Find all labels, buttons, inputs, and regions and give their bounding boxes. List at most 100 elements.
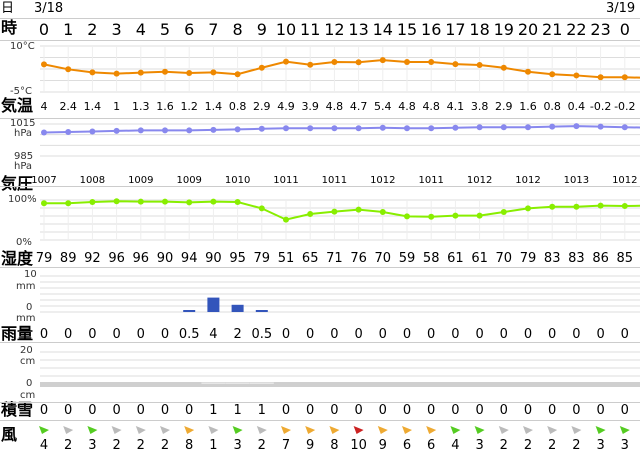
wind-direction-arrow xyxy=(111,426,122,434)
rain-label: 0 xyxy=(161,327,169,342)
pressure-point xyxy=(210,126,217,133)
pressure-label: 1008 xyxy=(80,175,105,186)
hour-label: 11 xyxy=(300,20,320,39)
hour-label: 0 xyxy=(620,20,630,39)
wind-direction-arrow xyxy=(474,426,485,434)
temperature-point xyxy=(137,69,144,76)
wind-direction-arrow xyxy=(87,426,98,434)
humidity-line xyxy=(44,200,640,221)
temperature-label: 1.4 xyxy=(84,100,102,113)
wind-speed-label: 2 xyxy=(572,438,580,453)
wind-speed-label: 1 xyxy=(209,438,217,453)
rain-label: 0 xyxy=(112,327,120,342)
hour-label: 3 xyxy=(112,20,122,39)
pressure-label: 1012 xyxy=(467,175,492,186)
wind-speed-label: 2 xyxy=(258,438,266,453)
rain-top-unit: 10 xyxy=(24,269,37,280)
humidity-label: 70 xyxy=(496,251,513,266)
wind-direction-arrow xyxy=(450,426,461,434)
pressure-label: 1011 xyxy=(322,175,347,186)
rain-label: 0 xyxy=(40,327,48,342)
pressure-point xyxy=(89,128,96,135)
humidity-label: 89 xyxy=(60,251,77,266)
temperature-label: 0.8 xyxy=(543,100,561,113)
wind-speed-label: 3 xyxy=(596,438,604,453)
snow-label: 0 xyxy=(354,403,362,418)
temperature-point xyxy=(573,72,580,79)
pressure-point xyxy=(621,124,628,131)
humidity-label: 83 xyxy=(568,251,585,266)
temperature-label: 1.6 xyxy=(156,100,174,113)
wind-speed-label: 2 xyxy=(524,438,532,453)
pressure-point xyxy=(65,129,72,135)
temperature-label: 0.4 xyxy=(568,100,586,113)
humidity-point xyxy=(597,202,604,209)
humidity-point xyxy=(549,203,556,210)
hour-label: 18 xyxy=(469,20,489,39)
wind-speed-label: 9 xyxy=(379,438,387,453)
snow-label: 0 xyxy=(40,403,48,418)
pressure-point xyxy=(307,125,314,132)
temperature-label: 4 xyxy=(41,100,48,113)
pressure-point xyxy=(573,123,580,130)
wind-direction-arrow xyxy=(208,426,219,434)
humidity-point xyxy=(65,200,72,207)
temperature-point xyxy=(355,59,362,66)
pressure-label: 1009 xyxy=(176,175,201,186)
pressure-point xyxy=(355,125,362,132)
humidity-label: 79 xyxy=(36,251,53,266)
pressure-point xyxy=(597,123,604,130)
humidity-point xyxy=(404,213,410,220)
row-label-pressure: 気圧 xyxy=(1,174,34,193)
temperature-point xyxy=(404,58,410,65)
hour-label: 15 xyxy=(397,20,417,39)
hour-label: 12 xyxy=(324,20,344,39)
hour-label: 23 xyxy=(590,20,610,39)
humidity-point xyxy=(210,198,217,205)
temperature-point xyxy=(162,68,168,75)
snow-label: 1 xyxy=(209,403,217,418)
temperature-label: 2.9 xyxy=(253,100,271,113)
rain-label: 0 xyxy=(306,327,314,342)
temperature-point xyxy=(452,61,459,68)
hour-label: 2 xyxy=(87,20,97,39)
temperature-label: 4.1 xyxy=(447,100,465,113)
hum-top-unit: 100% xyxy=(8,194,37,205)
snow-label: 0 xyxy=(475,403,483,418)
pressure-label: 1013 xyxy=(564,175,589,186)
snow-label: 0 xyxy=(64,403,72,418)
temperature-point xyxy=(65,66,72,73)
snow-label: 0 xyxy=(330,403,338,418)
hour-label: 14 xyxy=(373,20,393,39)
temperature-point xyxy=(234,71,241,78)
pressure-point xyxy=(452,124,459,131)
humidity-point xyxy=(41,200,47,207)
wind-speed-label: 3 xyxy=(621,438,629,453)
temperature-label: -0.2 xyxy=(590,100,611,113)
humidity-label: 86 xyxy=(592,251,609,266)
wind-speed-label: 2 xyxy=(112,438,120,453)
wind-direction-arrow xyxy=(523,426,533,434)
rain-label: 0 xyxy=(596,327,604,342)
humidity-point xyxy=(525,205,531,212)
wind-direction-arrow xyxy=(619,426,630,434)
rain-label: 0 xyxy=(475,327,483,342)
temperature-point xyxy=(621,74,628,81)
wind-direction-arrow xyxy=(305,426,316,434)
humidity-label: 59 xyxy=(399,251,416,266)
wind-direction-arrow xyxy=(160,426,170,434)
snow-bar xyxy=(201,382,226,384)
wind-direction-arrow xyxy=(329,426,340,434)
rain-label: 0 xyxy=(64,327,72,342)
wind-speed-label: 2 xyxy=(64,438,72,453)
snow-label: 0 xyxy=(282,403,290,418)
pressure-point xyxy=(331,125,338,132)
rain-bar xyxy=(231,304,244,312)
pressure-point xyxy=(283,125,289,132)
hour-label: 5 xyxy=(160,20,170,39)
temperature-point xyxy=(113,70,120,77)
snow-base-band xyxy=(40,382,640,387)
humidity-point xyxy=(113,198,120,205)
temperature-point xyxy=(307,61,314,68)
